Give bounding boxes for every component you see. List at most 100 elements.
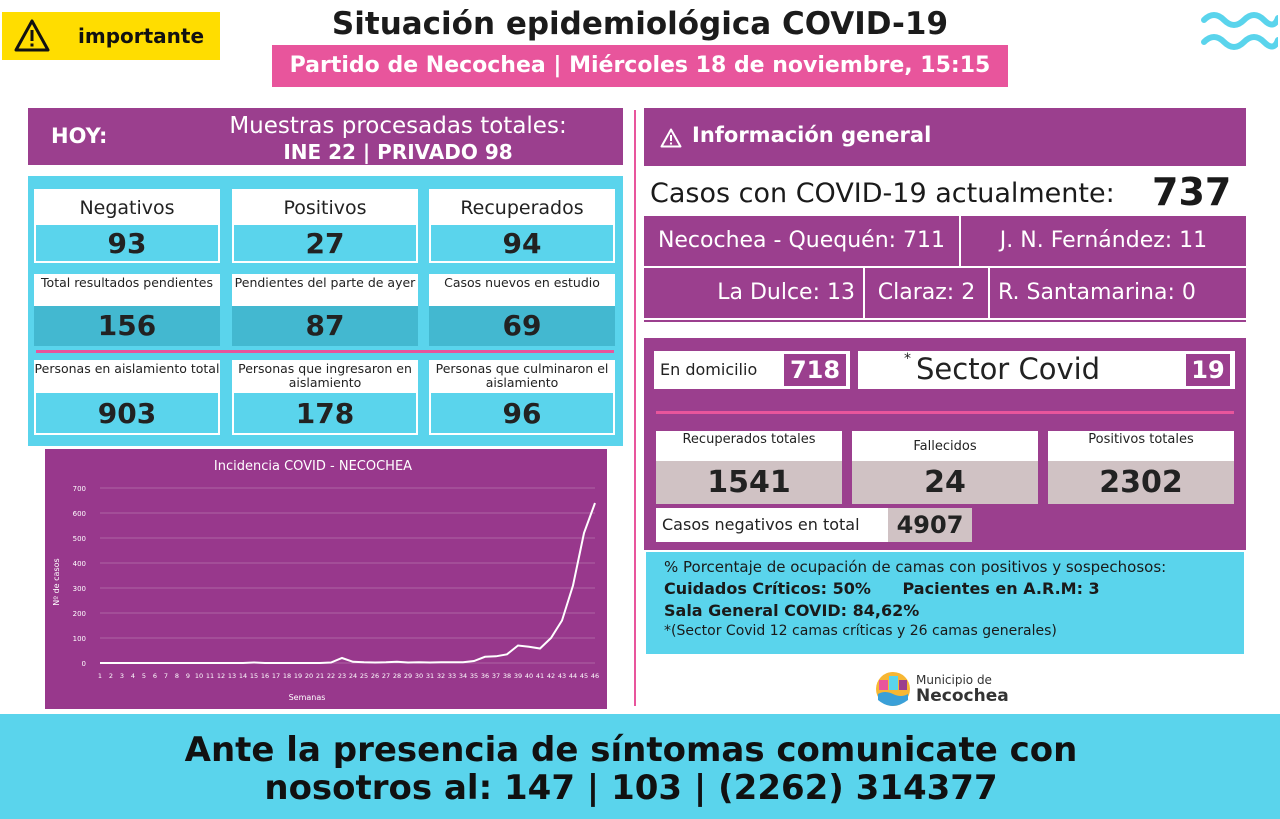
stat-value: 156 [34, 306, 220, 346]
beds-general: Sala General COVID: 84,62% [664, 601, 920, 620]
sector-label: Sector Covid [916, 352, 1101, 386]
chart-xtick-label: 4 [131, 672, 135, 680]
casos-actuales-label: Casos con COVID-19 actualmente: [650, 178, 1115, 209]
stats-grid: Negativos 93 Positivos 27 Recuperados 94… [28, 176, 623, 446]
importante-badge: importante [2, 12, 220, 60]
chart-xtick-label: 7 [164, 672, 168, 680]
column-divider [634, 110, 636, 706]
chart-xtick-label: 46 [591, 672, 599, 680]
chart-ylabel: Nº de casos [52, 558, 61, 605]
stat-value: 94 [429, 225, 615, 263]
negativos-value: 4907 [888, 508, 972, 542]
stat-label: Casos nuevos en estudio [429, 274, 615, 306]
locations-table: Necochea - Quequén: 711 J. N. Fernández:… [644, 216, 1246, 322]
chart-xtick-label: 41 [536, 672, 544, 680]
chart-xtick-label: 27 [382, 672, 390, 680]
total-value: 2302 [1048, 461, 1234, 504]
warning-icon [660, 128, 682, 148]
chart-xtick-label: 21 [316, 672, 324, 680]
stat-label: Personas que ingresaron en aislamiento [232, 360, 418, 393]
warning-icon [14, 19, 50, 52]
chart-xtick-label: 43 [558, 672, 566, 680]
footer-line1: Ante la presencia de síntomas comunicate… [184, 730, 1078, 770]
total-label: Recuperados totales [656, 431, 842, 461]
chart-ytick-label: 0 [82, 660, 86, 668]
contact-footer: Ante la presencia de síntomas comunicate… [0, 714, 1280, 819]
stat-value: 903 [34, 393, 220, 435]
locations-row: Necochea - Quequén: 711 J. N. Fernández:… [644, 216, 1246, 268]
page-subtitle: Partido de Necochea | Miércoles 18 de no… [272, 45, 1008, 120]
chart-xtick-label: 18 [283, 672, 291, 680]
stat-positivos: Positivos 27 [232, 189, 418, 263]
total-value: 1541 [656, 461, 842, 504]
beds-criticos: Cuidados Críticos: 50% [664, 579, 871, 598]
location-cell: Necochea - Quequén: 711 [644, 216, 959, 266]
chart-xtick-label: 15 [250, 672, 258, 680]
chart-xtick-label: 10 [195, 672, 203, 680]
chart-ytick-label: 600 [73, 510, 86, 518]
sector-value: 19 [1186, 354, 1230, 386]
chart-xlabel: Semanas [289, 693, 326, 702]
location-cell: La Dulce: 13 [644, 268, 863, 318]
chart-xtick-label: 42 [547, 672, 555, 680]
chart-ytick-label: 300 [73, 585, 86, 593]
total-fallecidos: Fallecidos 24 [852, 431, 1038, 504]
chart-xtick-label: 5 [142, 672, 146, 680]
hoy-label: HOY: [51, 124, 108, 148]
total-recuperados: Recuperados totales 1541 [656, 431, 842, 504]
domicilio-box: En domicilio 718 [654, 351, 850, 389]
chart-xtick-label: 37 [492, 672, 500, 680]
chart-xtick-label: 24 [349, 672, 357, 680]
beds-note: *(Sector Covid 12 camas críticas y 26 ca… [664, 623, 1057, 639]
chart-xtick-label: 6 [153, 672, 157, 680]
chart-xtick-label: 26 [371, 672, 379, 680]
footer-line2: nosotros al: 147 | 103 | (2262) 314377 [264, 768, 998, 808]
info-title: Información general [692, 123, 932, 147]
casos-actuales: Casos con COVID-19 actualmente: 737 [648, 170, 1248, 214]
stat-value: 96 [429, 393, 615, 435]
beds-occupancy: % Porcentaje de ocupación de camas con p… [646, 552, 1244, 654]
stat-casos-nuevos: Casos nuevos en estudio 69 [429, 274, 615, 346]
chart-ytick-label: 500 [73, 535, 86, 543]
stat-ingresaron: Personas que ingresaron en aislamiento 1… [232, 360, 418, 435]
domicilio-label: En domicilio [660, 360, 758, 379]
stat-label: Negativos [34, 189, 220, 225]
stat-label: Total resultados pendientes [34, 274, 220, 306]
chart-ytick-label: 700 [73, 485, 86, 493]
chart-xtick-label: 31 [426, 672, 434, 680]
stat-value: 93 [34, 225, 220, 263]
chart-xtick-label: 3 [120, 672, 124, 680]
beds-title: % Porcentaje de ocupación de camas con p… [664, 558, 1167, 576]
chart-xtick-label: 34 [459, 672, 467, 680]
chart-xtick-label: 19 [294, 672, 302, 680]
chart-xtick-label: 14 [239, 672, 247, 680]
stat-value: 69 [429, 306, 615, 346]
chart-xtick-label: 25 [360, 672, 368, 680]
stat-value: 27 [232, 225, 418, 263]
total-label: Positivos totales [1048, 431, 1234, 461]
chart-xtick-label: 36 [481, 672, 489, 680]
chart-xtick-label: 22 [327, 672, 335, 680]
sector-mark: * [904, 351, 911, 367]
location-cell: R. Santamarina: 0 [990, 268, 1246, 318]
logo-line2: Necochea [916, 686, 1009, 706]
badge-label: importante [78, 24, 205, 48]
chart-xtick-label: 12 [217, 672, 225, 680]
chart-xtick-label: 39 [514, 672, 522, 680]
chart-series-line [100, 502, 596, 664]
chart-xtick-label: 30 [415, 672, 423, 680]
location-cell: Claraz: 2 [865, 268, 988, 318]
chart-xtick-label: 38 [503, 672, 511, 680]
stat-negativos: Negativos 93 [34, 189, 220, 263]
total-value: 24 [852, 461, 1038, 504]
chart-xtick-label: 29 [404, 672, 412, 680]
total-label: Fallecidos [852, 431, 1038, 461]
location-cell: J. N. Fernández: 11 [961, 216, 1246, 266]
chart-xtick-label: 45 [580, 672, 588, 680]
stat-value: 178 [232, 393, 418, 435]
status-block: En domicilio 718 * Sector Covid 19 Recup… [644, 338, 1246, 550]
beds-arm: Pacientes en A.R.M: 3 [902, 579, 1100, 598]
chart-xtick-label: 11 [206, 672, 214, 680]
domicilio-value: 718 [784, 354, 846, 386]
stat-recuperados: Recuperados 94 [429, 189, 615, 263]
